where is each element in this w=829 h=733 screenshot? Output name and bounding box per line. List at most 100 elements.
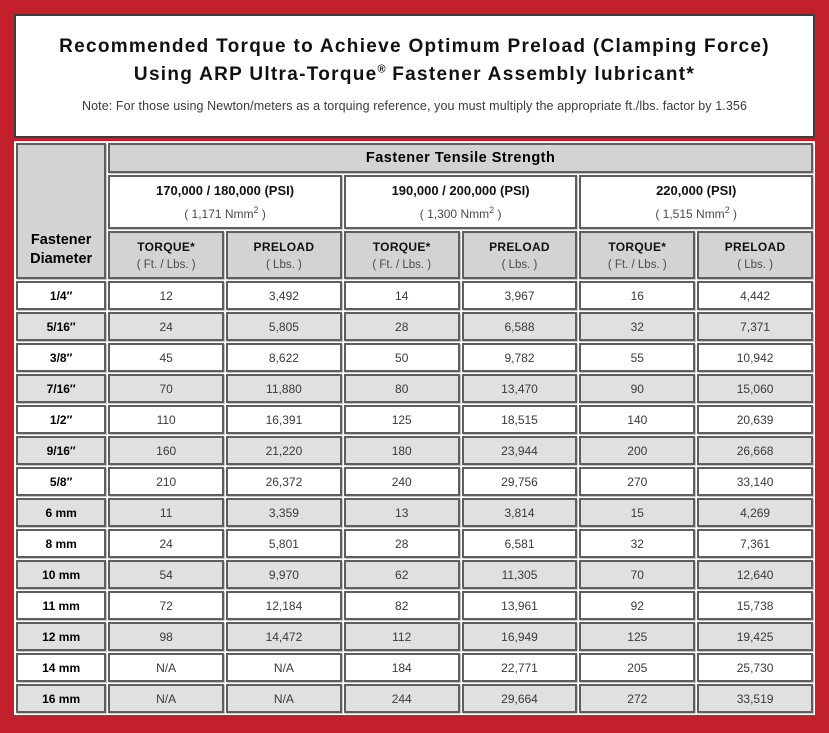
diameter-header-line2: Diameter bbox=[30, 251, 93, 268]
value-cell: 3,359 bbox=[226, 498, 342, 527]
column-header-row: TORQUE* ( Ft. / Lbs. ) PRELOAD ( Lbs. ) … bbox=[16, 231, 813, 279]
value-cell: 70 bbox=[108, 374, 225, 403]
diameter-cell: 1/2″ bbox=[16, 405, 107, 434]
title-line2-pre: Using ARP Ultra-Torque bbox=[133, 63, 378, 85]
value-cell: N/A bbox=[108, 684, 225, 713]
value-cell: 18,515 bbox=[461, 405, 578, 434]
psi-group-header-1: 170,000 / 180,000 (PSI) ( 1,171 Nmm2 ) bbox=[108, 175, 342, 229]
value-cell: 3,967 bbox=[461, 281, 578, 310]
torque-column-header-1: TORQUE* ( Ft. / Lbs. ) bbox=[108, 231, 225, 279]
value-cell: 32 bbox=[579, 312, 696, 341]
diameter-cell: 6 mm bbox=[16, 498, 107, 527]
diameter-cell: 3/8″ bbox=[16, 343, 107, 372]
value-cell: 16 bbox=[579, 281, 696, 310]
preload-column-header-2: PRELOAD ( Lbs. ) bbox=[461, 231, 578, 279]
value-cell: 6,581 bbox=[461, 529, 578, 558]
value-cell: 110 bbox=[108, 405, 225, 434]
psi-label-3: 220,000 (PSI) bbox=[656, 183, 737, 198]
value-cell: 272 bbox=[579, 684, 696, 713]
nmm-label-1: ( 1,171 Nmm2 ) bbox=[184, 205, 266, 221]
table-row: 16 mm N/A N/A 244 29,664 272 33,519 bbox=[16, 684, 813, 713]
value-cell: 92 bbox=[579, 591, 696, 620]
value-cell: 28 bbox=[343, 529, 460, 558]
value-cell: 3,492 bbox=[226, 281, 342, 310]
value-cell: 12,640 bbox=[697, 560, 813, 589]
preload-column-header-3: PRELOAD ( Lbs. ) bbox=[697, 231, 813, 279]
value-cell: 11,880 bbox=[226, 374, 342, 403]
value-cell: 26,372 bbox=[226, 467, 342, 496]
value-cell: 28 bbox=[343, 312, 460, 341]
psi-label-2: 190,000 / 200,000 (PSI) bbox=[391, 183, 530, 198]
value-cell: 5,801 bbox=[226, 529, 342, 558]
value-cell: 70 bbox=[579, 560, 696, 589]
registered-trademark-symbol: ® bbox=[377, 63, 386, 76]
table-row: 8 mm 24 5,801 28 6,581 32 7,361 bbox=[16, 529, 813, 558]
diameter-cell: 16 mm bbox=[16, 684, 107, 713]
page-title-line1: Recommended Torque to Achieve Optimum Pr… bbox=[59, 36, 770, 57]
value-cell: 7,361 bbox=[697, 529, 813, 558]
value-cell: 54 bbox=[108, 560, 225, 589]
value-cell: 5,805 bbox=[226, 312, 342, 341]
value-cell: 25,730 bbox=[697, 653, 813, 682]
value-cell: 244 bbox=[343, 684, 460, 713]
table-row: 14 mm N/A N/A 184 22,771 205 25,730 bbox=[16, 653, 813, 682]
table-body: Fastener Diameter Fastener Tensile Stren… bbox=[16, 143, 813, 713]
value-cell: 14,472 bbox=[226, 622, 342, 651]
value-cell: 22,771 bbox=[461, 653, 578, 682]
tensile-strength-header: Fastener Tensile Strength bbox=[108, 143, 813, 173]
value-cell: N/A bbox=[226, 684, 342, 713]
value-cell: 16,391 bbox=[226, 405, 342, 434]
value-cell: 10,942 bbox=[697, 343, 813, 372]
torque-table: Fastener Diameter Fastener Tensile Stren… bbox=[14, 141, 815, 715]
value-cell: 13,470 bbox=[461, 374, 578, 403]
table-row: 5/8″ 210 26,372 240 29,756 270 33,140 bbox=[16, 467, 813, 496]
value-cell: 125 bbox=[579, 622, 696, 651]
value-cell: 11,305 bbox=[461, 560, 578, 589]
torque-column-header-2: TORQUE* ( Ft. / Lbs. ) bbox=[343, 231, 460, 279]
value-cell: 19,425 bbox=[697, 622, 813, 651]
value-cell: 45 bbox=[108, 343, 225, 372]
nmm-label-2: ( 1,300 Nmm2 ) bbox=[419, 205, 502, 221]
table-row: 6 mm 11 3,359 13 3,814 15 4,269 bbox=[16, 498, 813, 527]
value-cell: 15,738 bbox=[697, 591, 813, 620]
value-cell: 26,668 bbox=[697, 436, 813, 465]
value-cell: 29,756 bbox=[461, 467, 578, 496]
value-cell: 14 bbox=[343, 281, 460, 310]
torque-table-container: Fastener Diameter Fastener Tensile Stren… bbox=[14, 141, 815, 715]
diameter-cell: 5/16″ bbox=[16, 312, 107, 341]
value-cell: N/A bbox=[226, 653, 342, 682]
value-cell: 15,060 bbox=[697, 374, 813, 403]
value-cell: 24 bbox=[108, 312, 225, 341]
nmm-label-3: ( 1,515 Nmm2 ) bbox=[655, 205, 738, 221]
diameter-cell: 12 mm bbox=[16, 622, 107, 651]
value-cell: 12 bbox=[108, 281, 225, 310]
diameter-cell: 7/16″ bbox=[16, 374, 107, 403]
value-cell: 3,814 bbox=[461, 498, 578, 527]
value-cell: 9,970 bbox=[226, 560, 342, 589]
value-cell: 4,269 bbox=[697, 498, 813, 527]
diameter-cell: 9/16″ bbox=[16, 436, 107, 465]
table-row: 11 mm 72 12,184 82 13,961 92 15,738 bbox=[16, 591, 813, 620]
value-cell: 72 bbox=[108, 591, 225, 620]
value-cell: N/A bbox=[108, 653, 225, 682]
value-cell: 4,442 bbox=[697, 281, 813, 310]
value-cell: 33,140 bbox=[697, 467, 813, 496]
diameter-header-line1: Fastener bbox=[30, 231, 92, 248]
value-cell: 205 bbox=[579, 653, 696, 682]
table-row: 3/8″ 45 8,622 50 9,782 55 10,942 bbox=[16, 343, 813, 372]
table-row: 1/4″ 12 3,492 14 3,967 16 4,442 bbox=[16, 281, 813, 310]
value-cell: 9,782 bbox=[461, 343, 578, 372]
value-cell: 13,961 bbox=[461, 591, 578, 620]
tensile-strength-header-row: Fastener Diameter Fastener Tensile Stren… bbox=[16, 143, 813, 279]
value-cell: 184 bbox=[343, 653, 460, 682]
psi-group-header-row: 170,000 / 180,000 (PSI) ( 1,171 Nmm2 ) 1… bbox=[16, 175, 813, 229]
value-cell: 55 bbox=[579, 343, 696, 372]
psi-group-header-3: 220,000 (PSI) ( 1,515 Nmm2 ) bbox=[579, 175, 813, 229]
value-cell: 240 bbox=[343, 467, 460, 496]
torque-column-header-3: TORQUE* ( Ft. / Lbs. ) bbox=[579, 231, 696, 279]
value-cell: 20,639 bbox=[697, 405, 813, 434]
psi-group-header-2: 190,000 / 200,000 (PSI) ( 1,300 Nmm2 ) bbox=[343, 175, 578, 229]
value-cell: 80 bbox=[343, 374, 460, 403]
value-cell: 200 bbox=[579, 436, 696, 465]
table-row: 7/16″ 70 11,880 80 13,470 90 15,060 bbox=[16, 374, 813, 403]
